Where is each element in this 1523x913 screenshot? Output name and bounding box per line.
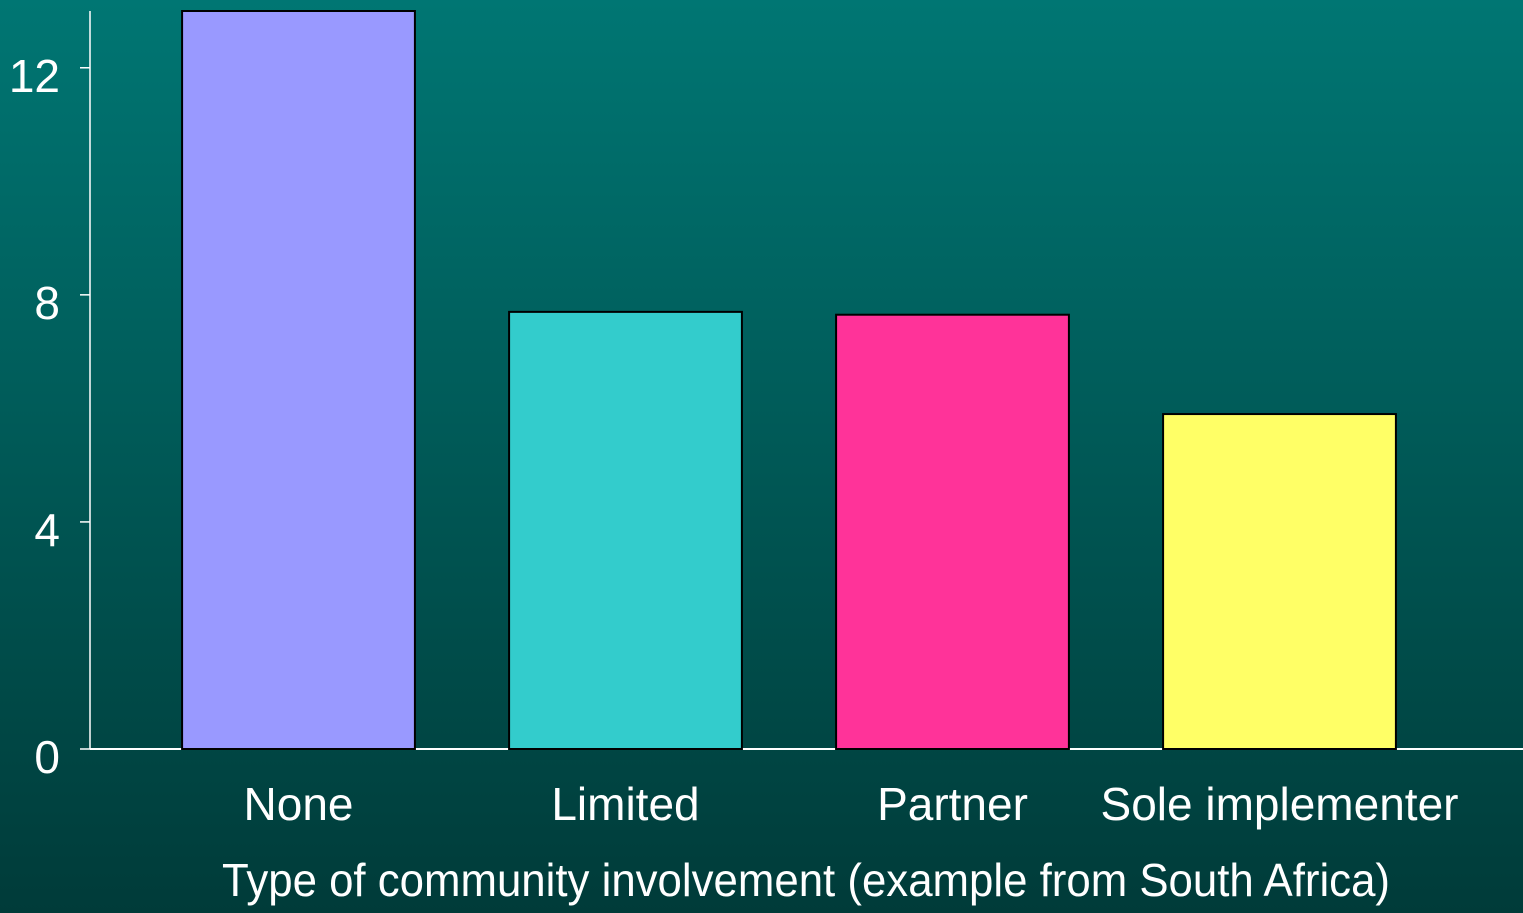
x-tick-label: Partner — [877, 778, 1028, 830]
x-tick-label: None — [244, 778, 354, 830]
y-tick-label: 8 — [34, 277, 60, 329]
bar — [1162, 413, 1397, 750]
bar — [508, 310, 743, 750]
y-tick-label: 4 — [34, 504, 60, 556]
y-tick-label: 0 — [34, 731, 60, 783]
x-axis-label: Type of community involvement (example f… — [222, 854, 1390, 906]
x-tick-label: Limited — [551, 778, 699, 830]
x-tick-label: Sole implementer — [1101, 778, 1459, 830]
bar — [835, 313, 1070, 750]
bar — [181, 10, 416, 750]
y-tick-label: 12 — [9, 50, 60, 102]
